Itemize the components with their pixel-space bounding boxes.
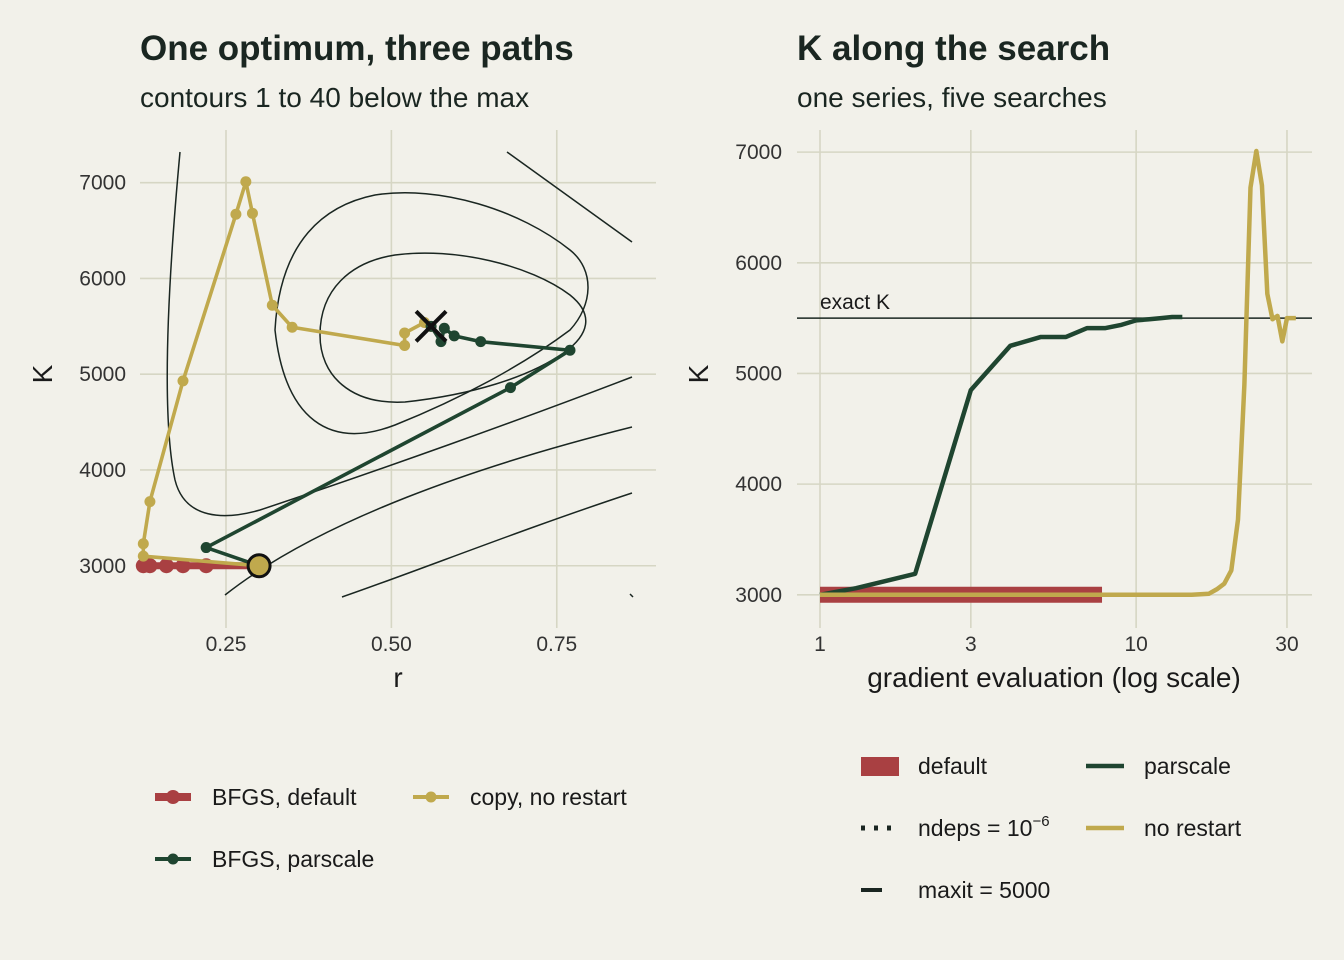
left-chart-subtitle: contours 1 to 40 below the max bbox=[140, 82, 529, 113]
data-point bbox=[504, 382, 516, 394]
data-point bbox=[448, 330, 460, 342]
legend-label: no restart bbox=[1144, 815, 1242, 841]
contour-line bbox=[319, 252, 587, 403]
y-tick-label: 5000 bbox=[79, 363, 126, 386]
x-tick-label: 3 bbox=[965, 633, 977, 656]
right-series: exact K bbox=[797, 148, 1312, 603]
legend-label: copy, no restart bbox=[470, 784, 627, 810]
y-tick-label: 6000 bbox=[735, 252, 782, 275]
y-tick-label: 7000 bbox=[79, 172, 126, 195]
legend-label: parscale bbox=[1144, 753, 1231, 779]
start-marker bbox=[246, 553, 272, 579]
data-point bbox=[230, 208, 242, 220]
data-point bbox=[266, 299, 278, 311]
data-point bbox=[564, 344, 576, 356]
legend-key-default bbox=[861, 757, 899, 776]
y-tick-label: 7000 bbox=[735, 141, 782, 164]
legend-label: maxit = 5000 bbox=[918, 877, 1050, 903]
contour-line bbox=[629, 593, 634, 598]
x-tick-label: 10 bbox=[1124, 633, 1147, 656]
data-point bbox=[177, 375, 189, 387]
data-point bbox=[246, 207, 258, 219]
y-tick-label: 3000 bbox=[79, 555, 126, 578]
contour-line bbox=[274, 192, 589, 435]
data-point bbox=[137, 538, 149, 550]
y-tick-label: 6000 bbox=[79, 267, 126, 290]
legend-label: BFGS, parscale bbox=[212, 846, 374, 872]
x-tick-label: 0.50 bbox=[371, 633, 412, 656]
data-point bbox=[158, 558, 174, 574]
right-chart-subtitle: one series, five searches bbox=[797, 82, 1107, 113]
left-legend: BFGS, default copy, no restart BFGS, parsc… bbox=[155, 784, 627, 872]
data-point bbox=[475, 336, 487, 348]
left-ticks: 0.25 0.50 0.75 3000 4000 5000 6000 7000 bbox=[79, 172, 577, 656]
x-tick-label: 1 bbox=[814, 633, 826, 656]
left-contours bbox=[166, 151, 634, 598]
series-no-restart-line bbox=[820, 148, 1296, 598]
right-x-axis-label: gradient evaluation (log scale) bbox=[867, 662, 1241, 693]
legend-label: default bbox=[918, 753, 988, 779]
left-chart-title: One optimum, three paths bbox=[140, 29, 574, 68]
right-panel: K along the search one series, five sear… bbox=[683, 29, 1312, 903]
contour-line bbox=[506, 151, 633, 243]
legend-key-point bbox=[425, 791, 437, 803]
legend-label: ndeps = 10−6 bbox=[918, 813, 1050, 841]
data-point bbox=[144, 496, 156, 508]
legend-key-point bbox=[166, 790, 180, 804]
x-tick-label: 30 bbox=[1275, 633, 1298, 656]
legend-label: BFGS, default bbox=[212, 784, 357, 810]
data-point bbox=[399, 327, 411, 339]
series-path bbox=[204, 324, 572, 568]
data-point bbox=[438, 322, 450, 334]
left-series bbox=[135, 176, 576, 579]
series-parscale-line bbox=[819, 314, 1183, 598]
data-point bbox=[286, 321, 298, 333]
x-tick-label: 0.25 bbox=[206, 633, 247, 656]
right-chart-title: K along the search bbox=[797, 29, 1110, 68]
y-tick-label: 3000 bbox=[735, 584, 782, 607]
data-point bbox=[200, 542, 212, 554]
legend-key-point bbox=[167, 853, 179, 865]
y-tick-label: 4000 bbox=[79, 459, 126, 482]
data-point bbox=[175, 558, 191, 574]
data-point bbox=[135, 558, 151, 574]
left-y-axis-label: K bbox=[27, 364, 58, 383]
x-tick-label: 0.75 bbox=[536, 633, 577, 656]
contour-line bbox=[341, 492, 633, 598]
reference-line-label: exact K bbox=[820, 291, 890, 314]
y-tick-label: 4000 bbox=[735, 473, 782, 496]
right-legend: default ndeps = 10−6 maxit = 5000 parscale n… bbox=[861, 753, 1242, 903]
data-point bbox=[399, 339, 411, 351]
y-tick-label: 5000 bbox=[735, 362, 782, 385]
right-y-axis-label: K bbox=[683, 364, 714, 383]
data-point bbox=[240, 176, 252, 188]
contour-line bbox=[166, 151, 633, 517]
right-ticks: 1 3 10 30 3000 4000 5000 6000 7000 bbox=[735, 141, 1298, 656]
data-point bbox=[137, 550, 149, 562]
left-x-axis-label: r bbox=[393, 662, 402, 693]
left-panel: One optimum, three paths contours 1 to 4… bbox=[27, 29, 656, 872]
optimum-marker bbox=[414, 309, 448, 343]
